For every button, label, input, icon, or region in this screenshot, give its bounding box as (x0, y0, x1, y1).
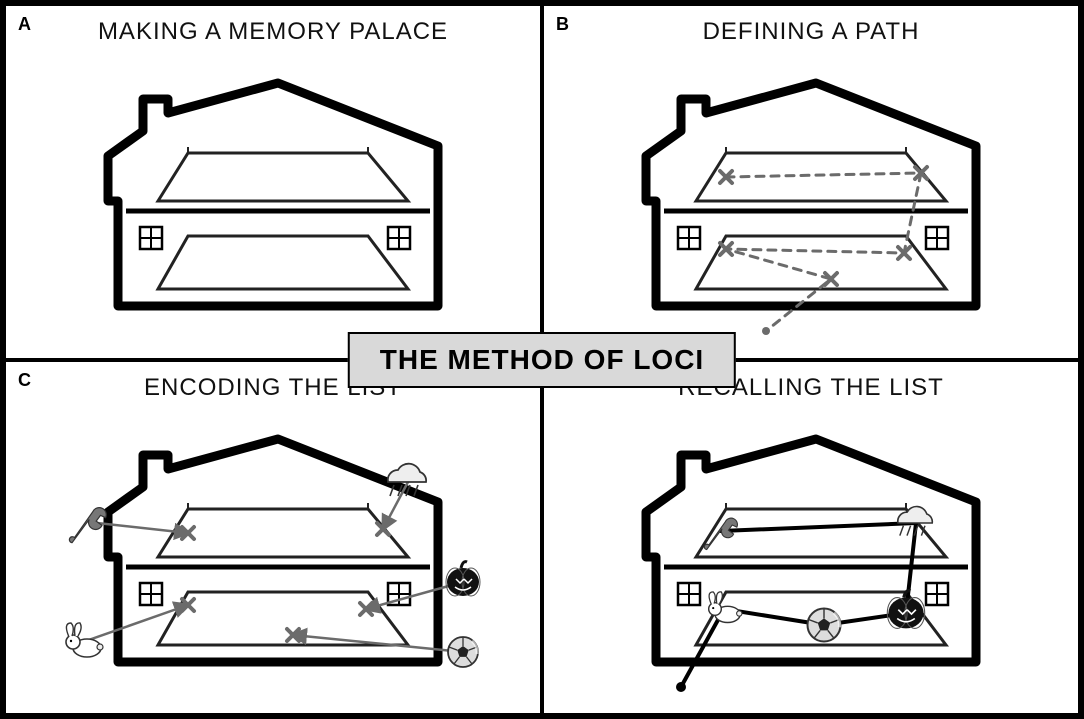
panel-a-title: MAKING A MEMORY PALACE (6, 18, 540, 46)
center-title-banner: THE METHOD OF LOCI (348, 332, 736, 388)
panel-b-house (606, 71, 1016, 331)
panel-a: A MAKING A MEMORY PALACE (4, 4, 542, 360)
panel-c-house (68, 427, 478, 687)
panel-a-house (68, 71, 478, 331)
panel-d-house (606, 427, 1016, 687)
soccer-icon (808, 608, 841, 641)
soccerball-icon (448, 637, 478, 667)
pumpkin-icon (446, 561, 480, 595)
panel-c: C ENCODING THE LIST (4, 360, 542, 716)
panel-d: D RECALLING THE LIST (542, 360, 1080, 716)
rabbit-icon (66, 622, 103, 656)
panel-b: B DEFINING A PATH (542, 4, 1080, 360)
panel-b-title: DEFINING A PATH (544, 18, 1078, 46)
